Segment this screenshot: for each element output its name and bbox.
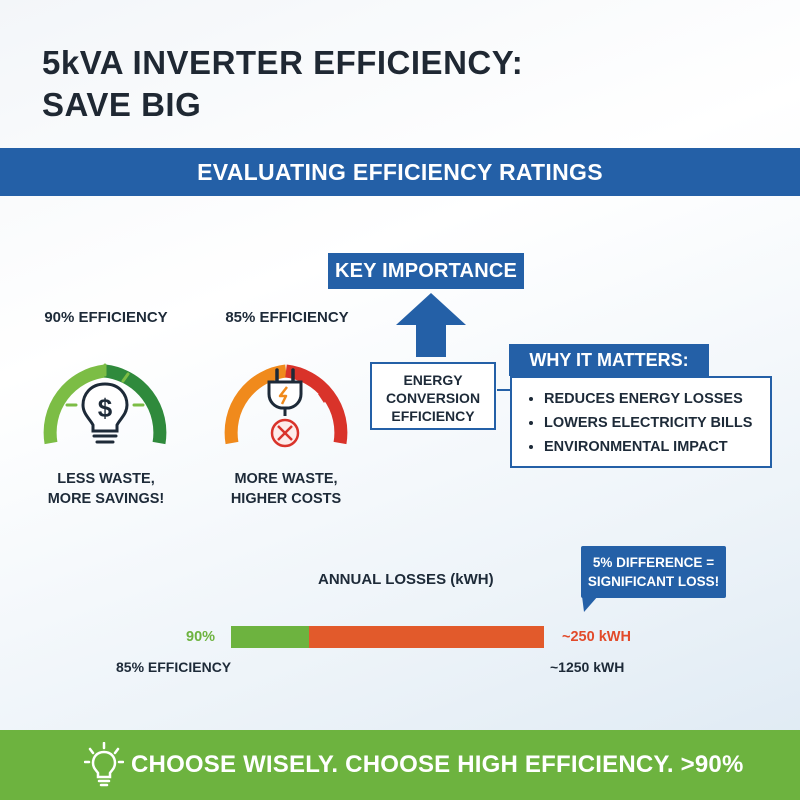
gauge-90-label: 90% EFFICIENCY (44, 309, 168, 326)
callout-line-2: SIGNIFICANT LOSS! (587, 574, 720, 589)
section-banner: EVALUATING EFFICIENCY RATINGS (0, 148, 800, 196)
power-plug-icon (267, 368, 303, 416)
gauge-90-arc-light (43, 364, 106, 445)
svg-text:$: $ (98, 393, 113, 423)
difference-callout: 5% DIFFERENCE = SIGNIFICANT LOSS! (581, 546, 726, 598)
gauge-85-label: 85% EFFICIENCY (225, 309, 349, 326)
gauge-85-caption: MORE WASTE, HIGHER COSTS (201, 469, 371, 509)
why-it-matters-list: REDUCES ENERGY LOSSES LOWERS ELECTRICITY… (512, 378, 770, 459)
gauge-90-arc-dark (104, 364, 167, 445)
losses-85-label: 85% EFFICIENCY (116, 659, 232, 675)
annual-losses-title: ANNUAL LOSSES (kWH) (318, 571, 494, 588)
gauge-85 (224, 364, 348, 448)
lightbulb-icon (84, 742, 124, 787)
energy-line-1: ENERGY (403, 372, 463, 388)
gauge-90-caption: LESS WASTE, MORE SAVINGS! (21, 469, 191, 509)
gauge-85-arc-orange (224, 364, 287, 445)
connector-line (497, 389, 511, 391)
cross-circle-icon (270, 418, 300, 448)
up-arrow-icon (396, 293, 466, 357)
footer-text: CHOOSE WISELY. CHOOSE HIGH EFFICIENCY. >… (131, 751, 744, 778)
page-title: 5kVA INVERTER EFFICIENCY: SAVE BIG (42, 42, 523, 126)
footer-banner: CHOOSE WISELY. CHOOSE HIGH EFFICIENCY. >… (0, 730, 800, 800)
title-line-1: 5kVA INVERTER EFFICIENCY: (42, 44, 524, 81)
losses-bar-85 (309, 626, 544, 648)
list-item: ENVIRONMENTAL IMPACT (544, 435, 770, 459)
gauge-90-caption-line-1: LESS WASTE, (57, 471, 155, 487)
energy-line-2: CONVERSION (385, 390, 481, 406)
gauge-85-caption-line-1: MORE WASTE, (234, 471, 338, 487)
callout-pointer (582, 596, 598, 612)
lightbulb-dollar-icon: $ (65, 363, 145, 444)
energy-conversion-box: ENERGY CONVERSION EFFICIENCY (370, 362, 496, 430)
why-it-matters-box: REDUCES ENERGY LOSSES LOWERS ELECTRICITY… (510, 376, 772, 468)
title-line-2: SAVE BIG (42, 86, 202, 123)
gauge-90-caption-line-2: MORE SAVINGS! (47, 491, 165, 507)
gauge-85-caption-line-2: HIGHER COSTS (230, 491, 342, 507)
losses-90-label: 90% (186, 629, 216, 645)
gauge-90: $ (43, 363, 167, 445)
energy-line-3: EFFICIENCY (391, 408, 475, 424)
losses-bar-90 (231, 626, 309, 648)
list-item: LOWERS ELECTRICITY BILLS (544, 411, 770, 435)
list-item: REDUCES ENERGY LOSSES (544, 387, 770, 411)
key-importance-title: KEY IMPORTANCE (328, 253, 524, 289)
why-it-matters-title: WHY IT MATTERS: (509, 344, 709, 376)
waste-arrow-icon (304, 376, 330, 403)
callout-line-1: 5% DIFFERENCE = (592, 555, 715, 570)
losses-90-value: ~250 kWH (562, 629, 631, 645)
losses-85-value: ~1250 kWH (550, 659, 625, 675)
